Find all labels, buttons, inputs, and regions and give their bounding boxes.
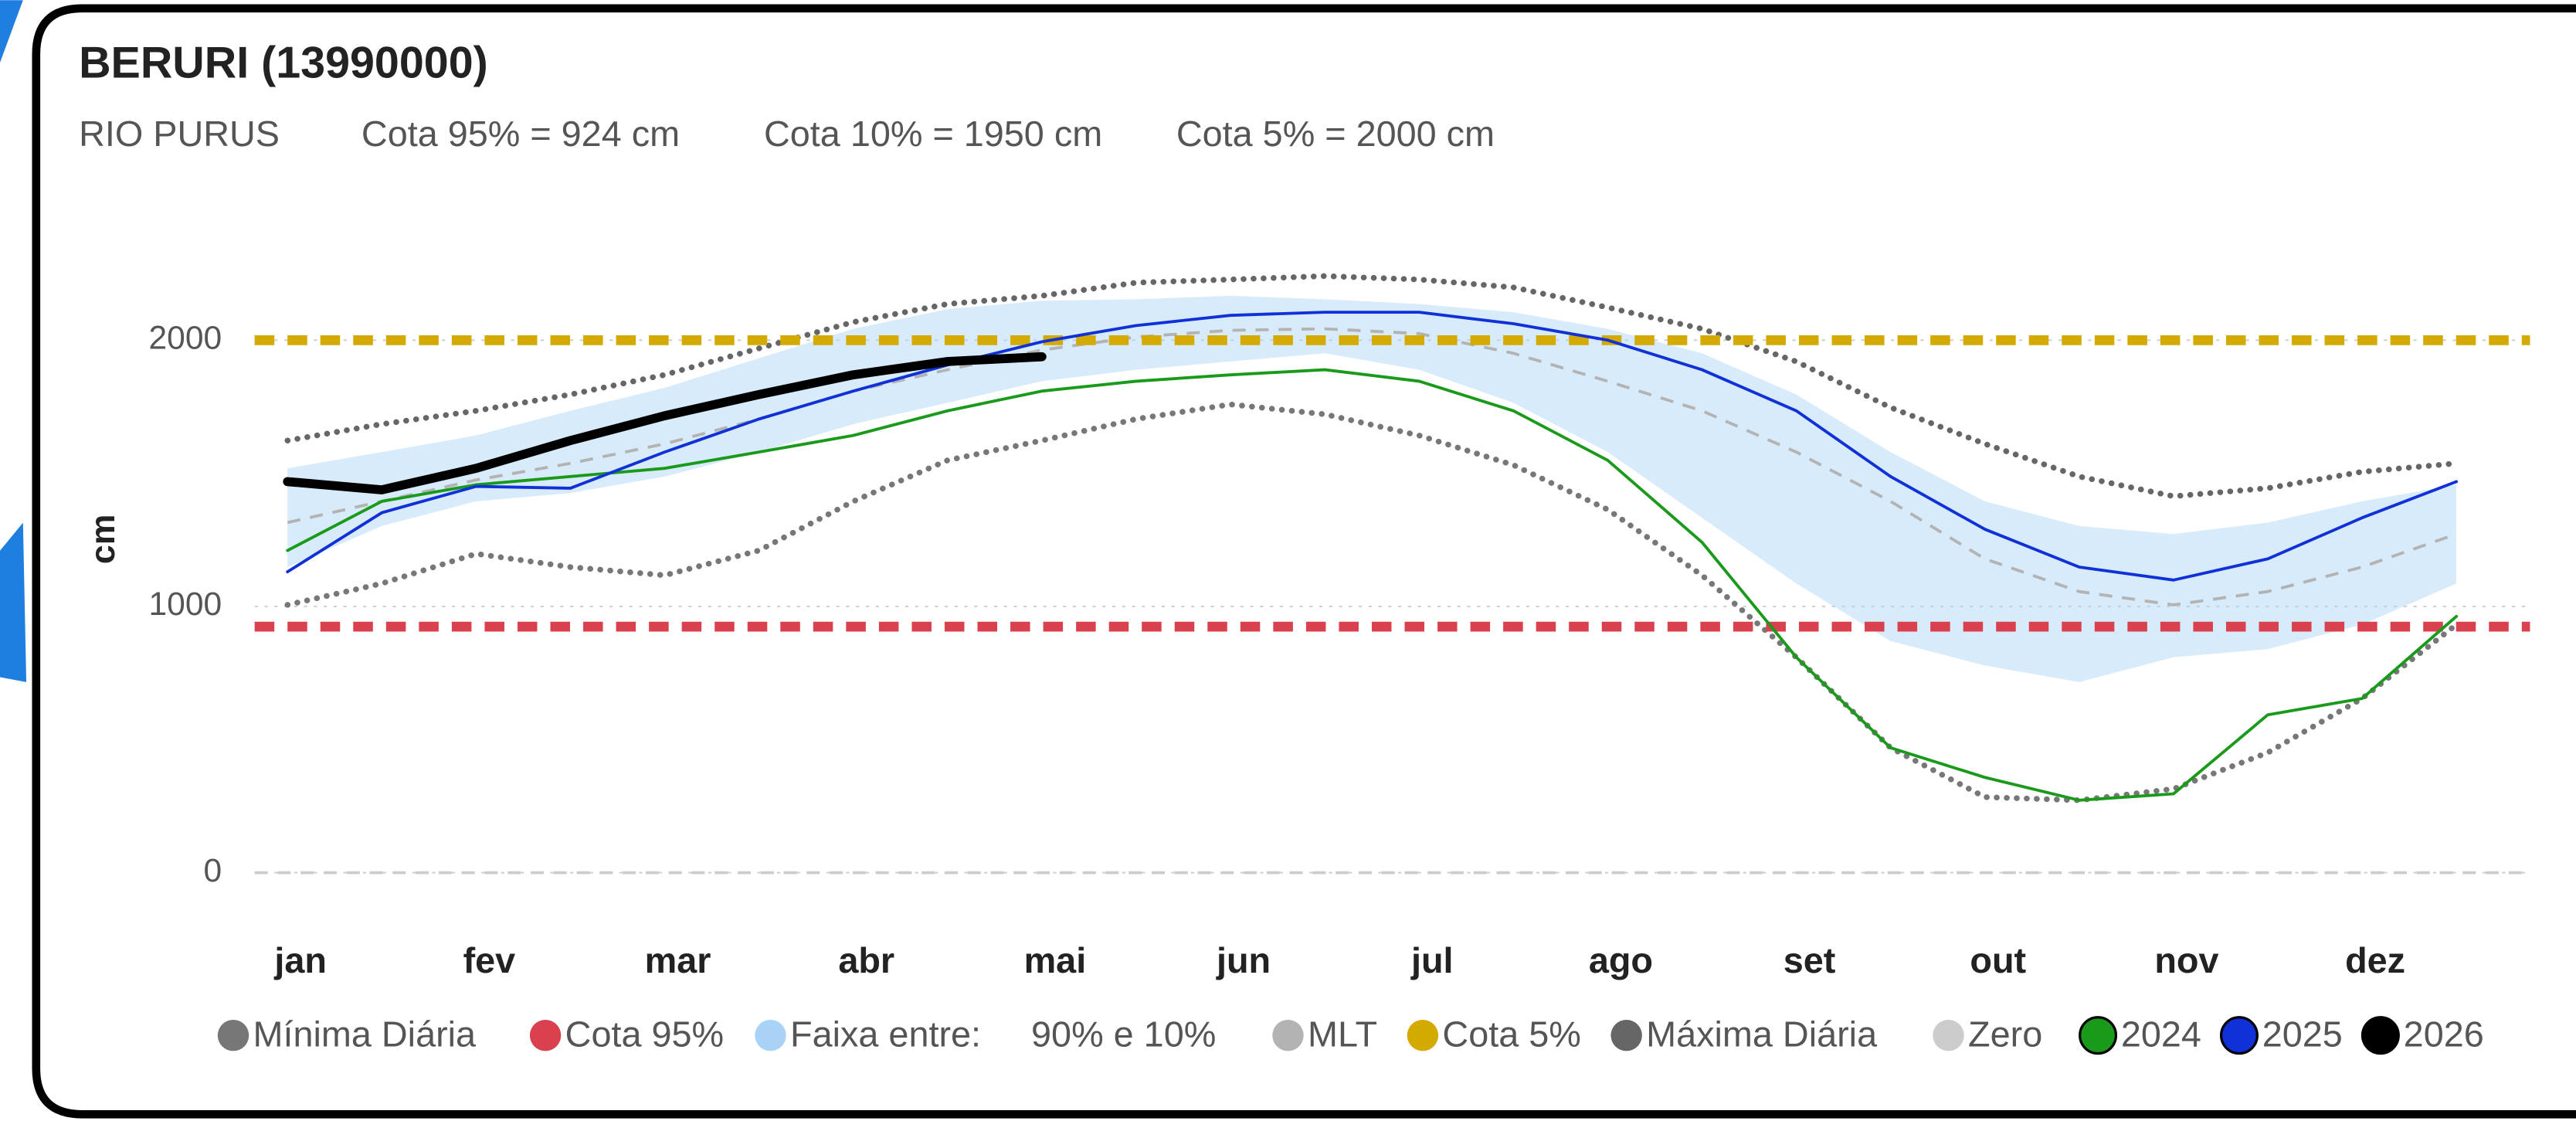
x-tick-label: out [1970, 940, 2026, 980]
x-tick-label: dez [2345, 940, 2405, 980]
legend-marker [2079, 1016, 2118, 1055]
x-tick-label: nov [2154, 940, 2218, 980]
legend-marker [1610, 1019, 1642, 1051]
card-frame [32, 4, 2576, 1119]
series-line [284, 273, 2459, 500]
x-tick-label: set [1784, 940, 1836, 980]
chart-title: BERURI (13990000) [79, 38, 488, 87]
y-tick-label: 2000 [149, 320, 222, 357]
legend-marker [1407, 1019, 1439, 1051]
legend-marker [217, 1019, 249, 1051]
legend-marker [1272, 1019, 1304, 1051]
series-line [283, 352, 1047, 494]
band-area [287, 295, 2457, 682]
legend-label: MLT [1308, 1014, 1377, 1055]
legend-label: Faixa entre: 90% e 10% [790, 1014, 1216, 1055]
series-line [286, 368, 2459, 802]
x-tick-label: abr [838, 940, 894, 980]
legend-label: Mínima Diária [253, 1014, 477, 1055]
y-axis-label: cm [84, 515, 122, 565]
x-tick-label: mai [1024, 940, 1087, 980]
y-tick-label: 1000 [149, 586, 222, 623]
legend-label: Máxima Diária [1646, 1014, 1878, 1055]
legend-label: Cota 95% [565, 1014, 724, 1055]
legend-label: Zero [1968, 1014, 2042, 1055]
x-tick-label: jan [273, 940, 327, 980]
x-tick-label: mar [645, 940, 711, 980]
legend-label: 2025 [2262, 1014, 2343, 1055]
legend-label: 2026 [2404, 1014, 2484, 1055]
legend-marker [2360, 1016, 2400, 1055]
legend-marker [529, 1019, 562, 1051]
x-tick-label: jul [1410, 940, 1454, 980]
subtitle: Cota 5% = 2000 cm [1176, 114, 1495, 154]
decor-shape [0, 0, 23, 63]
y-tick-label: 0 [203, 852, 222, 889]
legend-marker [1933, 1019, 1964, 1051]
legend-marker [755, 1019, 786, 1051]
series-line [287, 327, 2457, 606]
subtitle: RIO PURUS [79, 114, 280, 154]
legend-label: Cota 5% [1442, 1014, 1580, 1055]
x-tick-label: jun [1216, 940, 1271, 980]
legend-label: 2024 [2121, 1014, 2201, 1055]
subtitle: Cota 95% = 924 cm [361, 114, 680, 154]
series-line [286, 311, 2459, 582]
x-tick-label: fev [463, 940, 516, 980]
legend-marker [2219, 1016, 2259, 1055]
x-tick-label: ago [1589, 940, 1653, 980]
subtitle: Cota 10% = 1950 cm [764, 114, 1102, 154]
decor-shape [0, 522, 27, 682]
